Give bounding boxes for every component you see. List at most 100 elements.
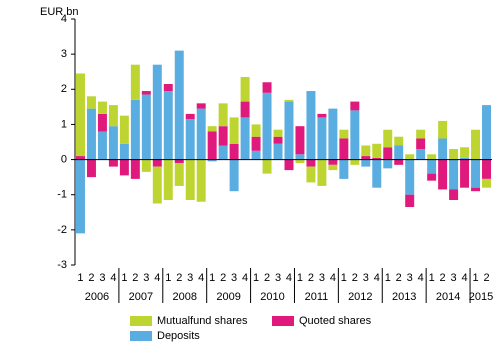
x-group-label: 2008 <box>172 291 196 303</box>
bar-segment <box>185 113 195 120</box>
bar-segment <box>317 113 327 118</box>
legend-swatch <box>130 331 152 341</box>
legend-swatch <box>272 316 294 326</box>
x-tick-label: 3 <box>451 272 457 284</box>
bar-segment <box>196 159 206 202</box>
bar-segment <box>350 110 360 160</box>
bar-segment <box>76 156 85 160</box>
bar-segment <box>350 159 360 165</box>
x-tick-label: 3 <box>363 272 369 284</box>
x-tick-label: 4 <box>154 272 160 284</box>
bar-segment <box>207 126 217 132</box>
x-tick-label: 2 <box>176 272 182 284</box>
bar-segment <box>350 101 360 111</box>
bar-segment <box>460 157 470 160</box>
x-tick-label: 1 <box>209 272 215 284</box>
bar-segment <box>372 159 382 188</box>
bar-segment <box>76 73 85 157</box>
bar-segment <box>229 117 239 144</box>
bar-segment <box>141 91 151 95</box>
bar-segment <box>416 138 426 150</box>
bar-segment <box>361 159 371 167</box>
bar-segment <box>361 145 371 157</box>
bar-segment <box>185 159 195 200</box>
bar-segment <box>383 129 393 148</box>
bar-segment <box>438 138 448 160</box>
x-tick-label: 1 <box>385 272 391 284</box>
bar-segment <box>306 159 316 167</box>
bar-segment <box>196 108 206 160</box>
x-group-label: 2010 <box>260 291 284 303</box>
x-tick-label: 2 <box>440 272 446 284</box>
x-tick-label: 1 <box>165 272 171 284</box>
bar-segment <box>482 159 491 179</box>
x-tick-label: 4 <box>374 272 380 284</box>
bar-segment <box>427 154 437 160</box>
bar-segment <box>328 108 338 160</box>
x-tick-label: 4 <box>198 272 204 284</box>
bar-segment <box>97 101 107 114</box>
x-group-label: 2011 <box>305 291 329 303</box>
bar-segment <box>295 126 305 155</box>
bar-segment <box>394 136 404 146</box>
bar-segment <box>438 120 448 139</box>
y-tick-label: 4 <box>61 13 67 25</box>
x-tick-label: 2 <box>88 272 94 284</box>
bar-segment <box>163 84 173 92</box>
y-tick-label: -2 <box>57 224 67 236</box>
bar-segment <box>86 108 96 160</box>
y-axis-label: EUR bn <box>40 6 79 18</box>
bar-segment <box>449 159 459 190</box>
x-tick-label: 4 <box>418 272 424 284</box>
x-group-label: 2015 <box>469 291 493 303</box>
bar-segment <box>306 166 316 183</box>
bar-segment <box>97 131 107 160</box>
bar-segment <box>218 145 228 160</box>
x-tick-label: 3 <box>99 272 105 284</box>
x-tick-label: 3 <box>231 272 237 284</box>
bar-segment <box>119 159 129 176</box>
bar-segment <box>438 159 448 190</box>
bar-segment <box>152 159 162 167</box>
bar-segment <box>449 189 459 200</box>
bar-segment <box>427 159 437 174</box>
x-group-label: 2014 <box>436 291 460 303</box>
bar-segment <box>119 143 129 160</box>
bar-segment <box>174 50 184 160</box>
bar-segment <box>141 94 151 160</box>
x-tick-label: 1 <box>253 272 259 284</box>
bar-segment <box>97 113 107 132</box>
y-tick-label: -3 <box>57 259 67 271</box>
bar-segment <box>405 194 415 208</box>
legend-label: Mutualfund shares <box>157 315 248 327</box>
bar-segment <box>471 187 481 192</box>
x-tick-label: 4 <box>110 272 116 284</box>
bar-segment <box>262 82 272 93</box>
bar-segment <box>328 159 338 165</box>
bar-segment <box>471 159 481 188</box>
legend-label: Quoted shares <box>299 315 372 327</box>
bar-segment <box>130 99 140 160</box>
x-group-label: 2012 <box>348 291 372 303</box>
bar-segment <box>416 149 426 160</box>
bar-segment <box>163 159 173 200</box>
bar-segment <box>482 178 491 188</box>
bar-segment <box>251 150 261 160</box>
x-tick-label: 3 <box>143 272 149 284</box>
bar-segment <box>295 159 305 164</box>
x-group-label: 2006 <box>85 291 109 303</box>
bar-segment <box>130 64 140 100</box>
bar-segment <box>185 119 195 160</box>
x-tick-label: 2 <box>308 272 314 284</box>
x-tick-label: 4 <box>462 272 468 284</box>
bar-segment <box>339 138 349 160</box>
bar-segment <box>251 136 261 151</box>
bar-segment <box>427 173 437 181</box>
x-tick-label: 1 <box>121 272 127 284</box>
bar-segment <box>86 159 96 178</box>
x-tick-label: 2 <box>352 272 358 284</box>
bar-segment <box>273 129 283 137</box>
bar-segment <box>460 147 470 158</box>
bar-segment <box>405 159 415 195</box>
bar-segment <box>405 154 415 160</box>
